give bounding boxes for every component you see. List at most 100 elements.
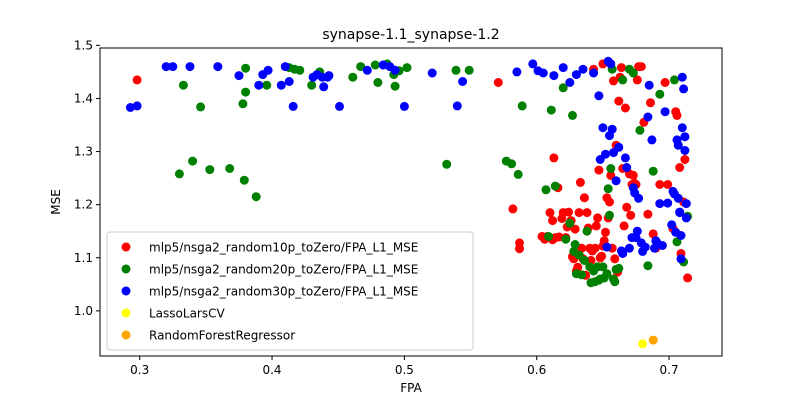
data-point <box>634 193 644 203</box>
data-point <box>622 202 632 212</box>
data-point <box>390 65 400 75</box>
data-point <box>324 71 334 81</box>
data-point <box>280 62 290 72</box>
data-point <box>646 98 655 108</box>
data-point <box>648 335 658 345</box>
data-point <box>618 249 628 258</box>
data-point <box>451 65 461 75</box>
data-point <box>577 270 587 280</box>
data-point <box>619 221 629 231</box>
data-point <box>606 164 616 173</box>
data-point <box>655 199 665 209</box>
data-point <box>565 218 575 228</box>
data-point <box>679 84 689 94</box>
legend-label: LassoLarsCV <box>149 307 225 321</box>
data-point <box>598 123 608 133</box>
data-point <box>370 60 380 70</box>
data-point <box>605 210 614 220</box>
y-tick-label: 1.3 <box>74 145 93 159</box>
y-tick-label: 1.4 <box>74 91 93 105</box>
data-point <box>307 80 317 90</box>
data-point <box>225 164 235 173</box>
x-axis-ticks: 0.3 0.4 0.5 0.6 0.7 <box>130 356 679 377</box>
data-point <box>609 76 618 86</box>
data-point <box>545 208 555 218</box>
data-point <box>582 226 592 236</box>
x-tick-label: 0.7 <box>660 363 679 377</box>
data-point <box>616 63 626 73</box>
data-point <box>188 156 198 166</box>
data-point <box>427 68 437 78</box>
data-point <box>673 140 683 150</box>
data-point <box>602 242 612 252</box>
data-point <box>348 72 358 82</box>
data-point <box>591 221 601 231</box>
data-point <box>571 70 581 80</box>
data-point <box>570 240 580 249</box>
axes-frame <box>99 47 723 357</box>
data-point <box>601 149 610 159</box>
data-point <box>213 62 223 72</box>
data-point <box>638 339 648 349</box>
data-point <box>643 112 653 122</box>
data-point <box>589 68 599 78</box>
data-point <box>458 77 468 86</box>
data-point <box>681 213 691 223</box>
data-point <box>622 163 632 172</box>
data-point <box>632 75 642 85</box>
data-point <box>493 78 503 87</box>
data-point <box>676 254 686 264</box>
data-point <box>295 65 305 75</box>
x-axis-label: FPA <box>400 381 422 395</box>
data-point <box>575 177 585 187</box>
data-point <box>673 193 683 203</box>
legend-marker <box>121 242 131 252</box>
data-point <box>319 82 329 92</box>
data-point <box>680 146 690 155</box>
legend-box <box>106 231 474 351</box>
data-point <box>602 269 612 279</box>
data-point <box>655 89 665 99</box>
data-point <box>663 180 673 189</box>
data-point <box>205 165 215 175</box>
data-point <box>663 198 673 208</box>
data-point <box>614 142 624 152</box>
data-point <box>644 80 654 90</box>
data-point <box>677 72 687 82</box>
data-point <box>335 101 344 111</box>
series-3 <box>638 339 648 349</box>
data-point <box>549 71 559 81</box>
series-1 <box>174 59 693 288</box>
data-point <box>549 153 559 163</box>
data-point <box>262 80 272 90</box>
data-point <box>196 102 206 112</box>
data-point <box>399 101 409 111</box>
data-point <box>681 199 691 209</box>
y-tick-label: 1.2 <box>74 198 93 212</box>
data-point <box>550 181 560 191</box>
data-point <box>660 78 670 87</box>
data-point <box>675 163 685 172</box>
data-point <box>528 59 538 69</box>
data-point <box>561 234 571 244</box>
data-point <box>276 80 286 90</box>
data-point <box>594 165 604 175</box>
data-point <box>402 63 412 73</box>
data-point <box>442 159 452 169</box>
data-point <box>590 243 600 253</box>
data-point <box>362 65 372 75</box>
data-point <box>594 91 604 101</box>
legend-marker <box>121 286 131 296</box>
data-point <box>648 166 658 176</box>
legend-label: RandomForestRegressor <box>149 329 295 343</box>
data-point <box>657 241 667 250</box>
x-tick-label: 0.6 <box>527 363 546 377</box>
series-2 <box>125 56 691 264</box>
data-point <box>601 227 610 237</box>
data-point <box>548 216 558 226</box>
data-point <box>620 153 630 163</box>
data-point <box>241 87 251 97</box>
y-axis-ticks: 1.0 1.1 1.2 1.3 1.4 1.5 <box>74 38 100 318</box>
data-point <box>132 101 142 111</box>
